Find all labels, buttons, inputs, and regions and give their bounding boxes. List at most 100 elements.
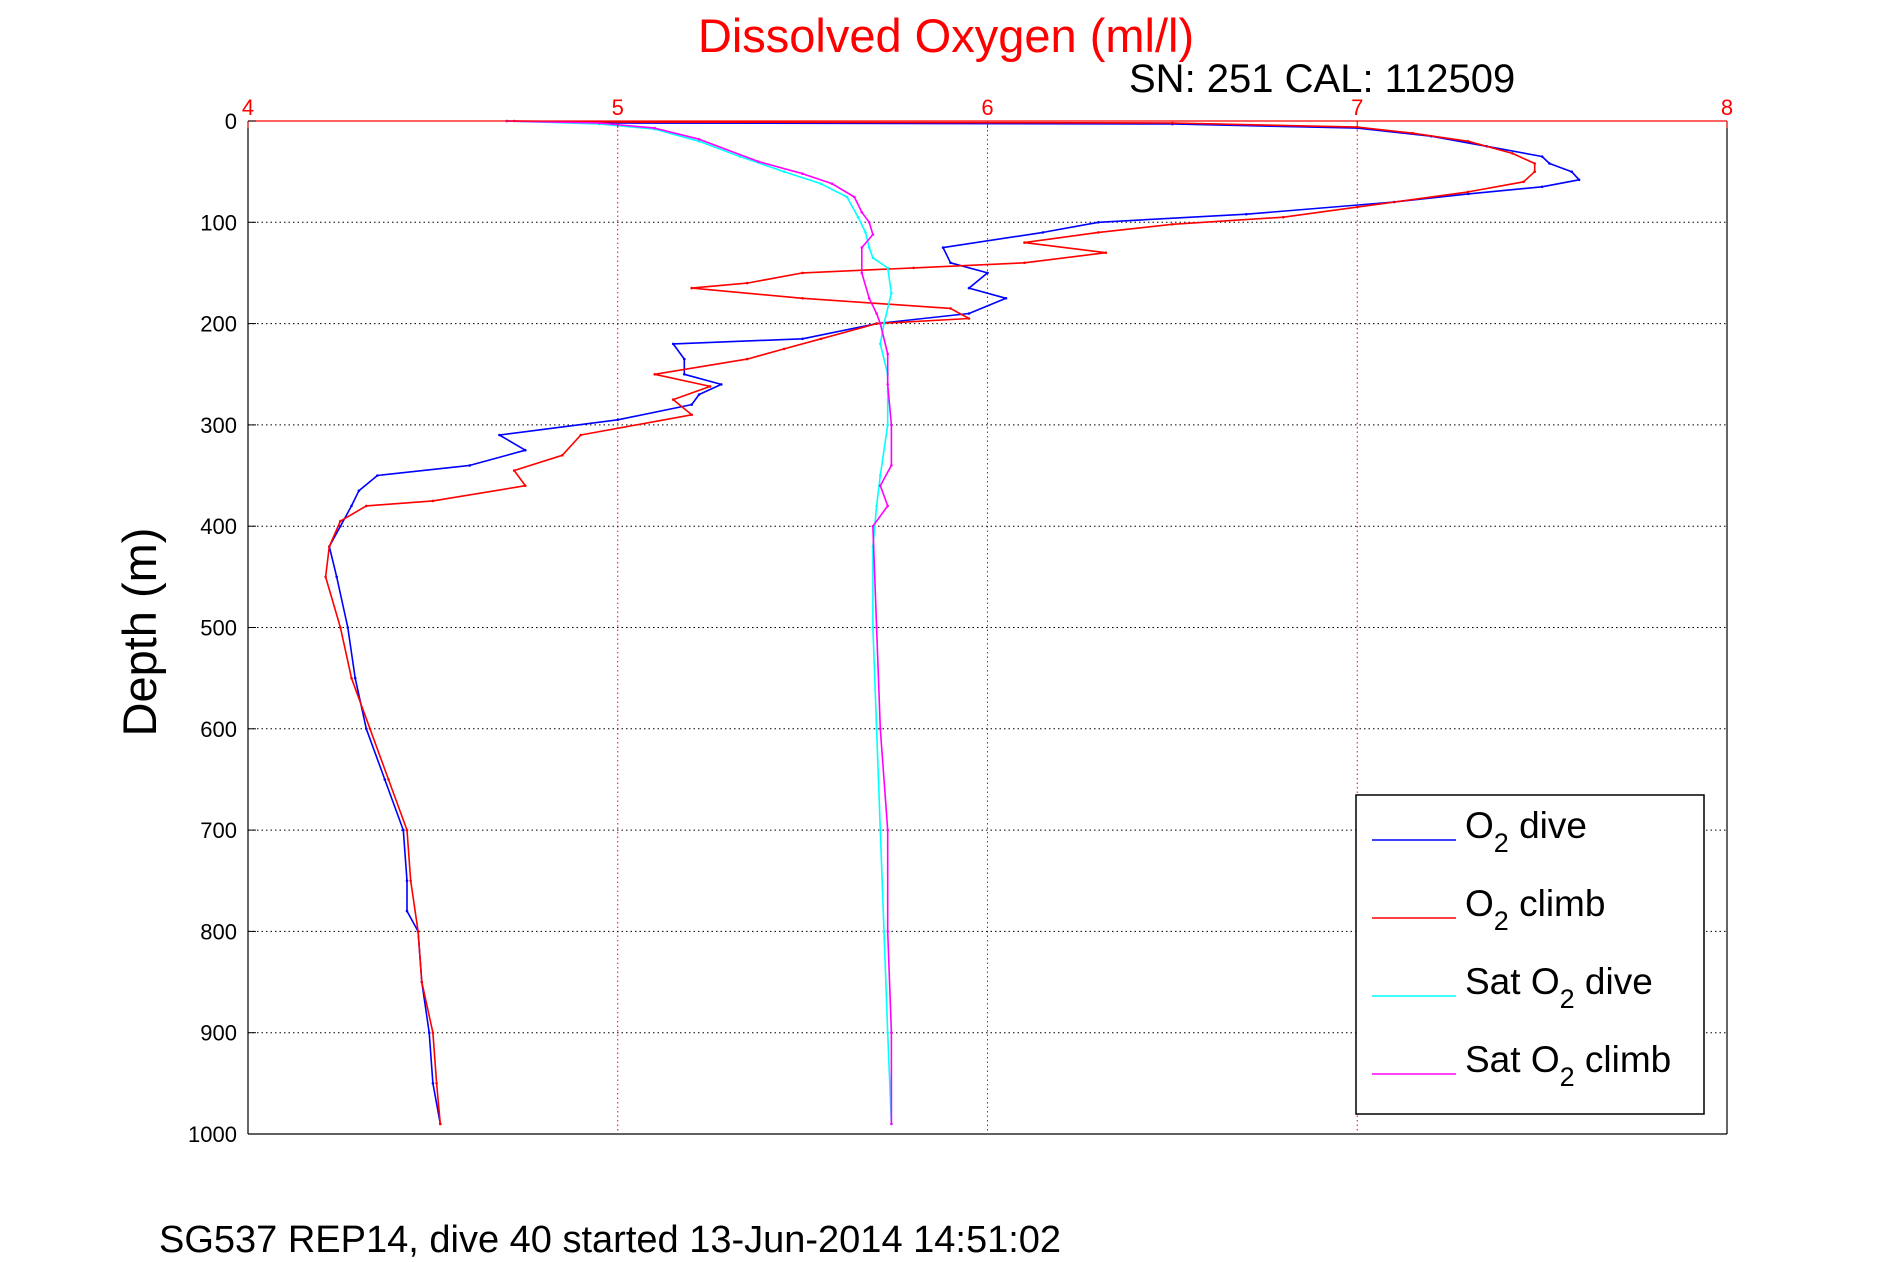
data-point (782, 347, 786, 351)
y-tick-label: 0 (225, 109, 237, 134)
data-point (1411, 131, 1414, 135)
data-point (1171, 121, 1174, 125)
x-tick-label: 8 (1721, 95, 1733, 120)
data-point (879, 474, 882, 477)
data-point (339, 524, 342, 528)
data-point (1041, 231, 1045, 234)
data-point (1570, 170, 1573, 173)
data-point (745, 281, 749, 285)
data-point (879, 727, 882, 731)
y-tick-label: 900 (200, 1021, 237, 1046)
legend-item-o2-climb: O2 climb (1372, 883, 1605, 936)
data-point (1245, 212, 1248, 216)
x-tick-label: 5 (612, 95, 624, 120)
legend-label-o2-dive: O2 dive (1465, 805, 1587, 858)
data-point (357, 489, 361, 493)
data-point (365, 727, 368, 731)
data-point (1522, 180, 1525, 184)
y-tick-label: 600 (200, 717, 237, 742)
data-point (867, 297, 871, 300)
data-point (1097, 231, 1100, 234)
data-point (1023, 261, 1026, 265)
data-point (1533, 170, 1536, 173)
data-point (1004, 297, 1008, 300)
data-point (524, 448, 527, 452)
data-point (867, 246, 871, 249)
data-point (867, 221, 871, 224)
y-tick-label: 800 (200, 919, 237, 944)
data-point (949, 261, 952, 265)
data-point (819, 182, 823, 186)
data-point (653, 373, 656, 376)
legend-label-o2-climb: O2 climb (1465, 883, 1605, 936)
data-point (435, 1082, 438, 1085)
data-point (468, 464, 472, 467)
data-point (598, 121, 601, 125)
data-point (890, 1031, 893, 1034)
y-tick-label: 100 (200, 210, 237, 235)
data-point (886, 423, 889, 427)
data-point (368, 727, 372, 731)
legend-label-sat-o2-climb: Sat O2 climb (1465, 1039, 1671, 1092)
axes: 4 5 6 7 8 0 100 200 300 400 500 600 700 800 900 1000 (188, 95, 1733, 1147)
data-point (1171, 223, 1174, 226)
data-point (890, 464, 893, 467)
data-point (1104, 251, 1108, 254)
data-point (350, 504, 353, 508)
data-point (405, 909, 409, 913)
data-point (427, 1031, 431, 1034)
data-point (498, 433, 501, 437)
data-point (890, 291, 893, 295)
data-point (875, 727, 878, 731)
data-point (409, 879, 413, 883)
data-point (853, 195, 856, 199)
data-point (324, 575, 327, 579)
chart-subtitle: SN: 251 CAL: 112509 (1129, 57, 1515, 101)
data-point (405, 828, 409, 832)
legend-box (1355, 794, 1705, 1115)
data-point (405, 879, 409, 883)
grid (248, 121, 1727, 1134)
series-group (324, 119, 1581, 1126)
data-point (512, 469, 516, 472)
x-tick-label: 7 (1351, 95, 1363, 120)
data-point (871, 626, 875, 629)
data-point (738, 155, 742, 158)
data-point (871, 233, 875, 236)
data-point (801, 271, 804, 275)
data-point (1548, 162, 1551, 165)
data-point (879, 322, 882, 325)
data-point (801, 172, 804, 175)
data-point (871, 256, 875, 260)
data-point (875, 504, 878, 508)
data-point (402, 828, 405, 832)
data-point (871, 524, 875, 528)
data-point (1540, 185, 1544, 189)
footer-caption: SG537 REP14, dive 40 started 13-Jun-2014… (159, 1219, 1061, 1261)
data-point (967, 286, 971, 290)
data-point (845, 195, 849, 199)
data-point (335, 575, 339, 579)
data-point (875, 626, 878, 629)
data-point (860, 210, 864, 214)
data-point (875, 322, 878, 325)
data-point (912, 266, 915, 270)
data-point (1511, 152, 1514, 155)
data-point (886, 930, 889, 933)
data-point (683, 357, 686, 361)
y-tick-label: 400 (200, 514, 237, 539)
data-point (690, 286, 693, 290)
data-point (941, 246, 945, 249)
y-tick-label: 700 (200, 818, 237, 843)
data-point (431, 499, 435, 503)
data-point (986, 271, 989, 275)
data-point (683, 373, 686, 376)
data-point (420, 980, 424, 984)
data-point (616, 418, 620, 422)
legend-label-sat-o2-dive: Sat O2 dive (1465, 961, 1653, 1014)
data-point (387, 778, 390, 781)
y-tick-label: 500 (200, 616, 237, 641)
data-point (782, 170, 786, 173)
data-point (1540, 155, 1544, 158)
data-point (720, 383, 723, 386)
